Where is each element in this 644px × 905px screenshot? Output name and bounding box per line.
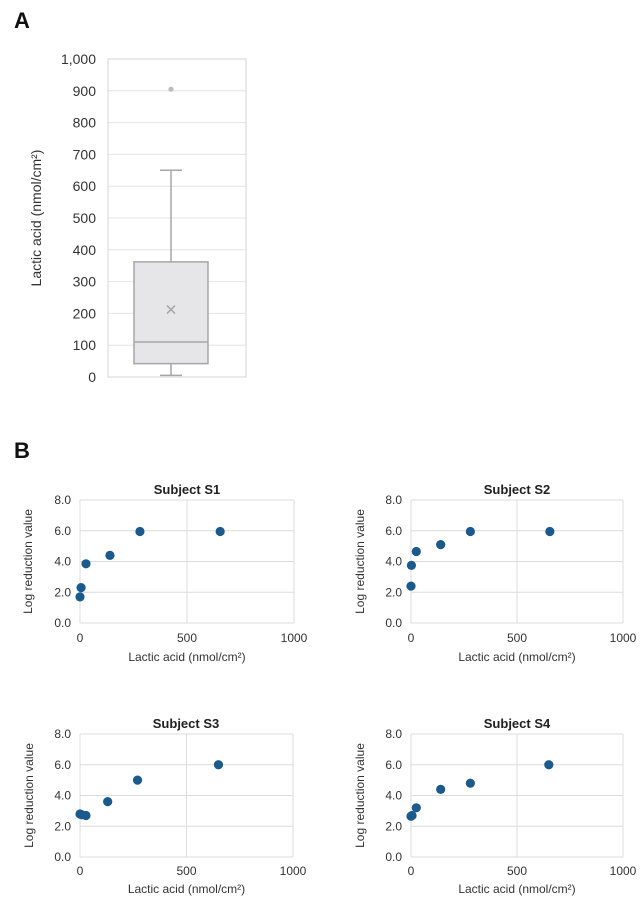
- iqr-box: [133, 261, 209, 365]
- x-tick-label: 500: [176, 864, 196, 878]
- y-tick-label: 6.0: [385, 524, 402, 538]
- x-axis-label: Lactic acid (nmol/cm²): [458, 882, 575, 896]
- y-tick-label: 4.0: [54, 555, 71, 569]
- data-point: [103, 797, 113, 807]
- y-tick-label: 200: [73, 305, 97, 321]
- y-tick-label: 4.0: [54, 789, 71, 803]
- y-tick-label: 600: [73, 178, 97, 194]
- chart-title: Subject S3: [153, 716, 219, 731]
- y-tick-label: 100: [73, 337, 97, 353]
- chart-title: Subject S1: [154, 482, 220, 497]
- data-point: [215, 526, 225, 537]
- y-tick-label: 900: [73, 83, 97, 99]
- data-point: [411, 546, 421, 557]
- x-tick-label: 1000: [281, 631, 308, 645]
- data-point: [81, 810, 91, 821]
- data-point: [213, 760, 224, 770]
- x-tick-label: 0: [77, 631, 84, 645]
- y-tick-label: 4.0: [385, 789, 402, 803]
- y-tick-label: 6.0: [54, 524, 71, 538]
- y-tick-label: 8.0: [385, 493, 402, 507]
- y-tick-label: 8.0: [54, 493, 71, 507]
- y-tick-label: 6.0: [385, 758, 402, 772]
- mean-marker: [166, 305, 176, 315]
- x-tick-label: 1000: [610, 631, 637, 645]
- x-axis-label: Lactic acid (nmol/cm²): [458, 650, 575, 664]
- y-tick-label: 8.0: [54, 727, 71, 741]
- y-tick-label: 700: [73, 146, 97, 162]
- y-tick-label: 8.0: [385, 727, 402, 741]
- data-point: [436, 784, 446, 794]
- data-point: [81, 559, 91, 569]
- data-point: [406, 581, 416, 591]
- data-point: [544, 760, 554, 770]
- x-axis-label: Lactic acid (nmol/cm²): [128, 882, 245, 896]
- y-tick-label: 500: [73, 210, 97, 226]
- data-point: [411, 803, 421, 813]
- x-tick-label: 500: [177, 631, 197, 645]
- x-tick-label: 0: [408, 864, 415, 878]
- y-axis-label: Log reduction value: [22, 743, 36, 848]
- data-point: [75, 592, 85, 602]
- data-point: [76, 583, 86, 593]
- x-tick-label: 500: [507, 864, 527, 878]
- y-tick-label: 0.0: [54, 616, 71, 630]
- y-tick-label: 2.0: [385, 585, 402, 599]
- data-point: [545, 526, 555, 537]
- outlier-point: [168, 86, 174, 92]
- data-point: [465, 778, 475, 788]
- data-point: [436, 539, 446, 550]
- x-axis-label: Lactic acid (nmol/cm²): [128, 650, 245, 664]
- y-tick-label: 4.0: [385, 555, 402, 569]
- data-point: [465, 526, 475, 537]
- x-tick-label: 500: [507, 631, 527, 645]
- y-tick-label: 0.0: [54, 850, 71, 864]
- data-point: [135, 526, 145, 537]
- y-tick-label: 2.0: [54, 819, 71, 833]
- y-axis-label: Log reduction value: [21, 509, 35, 614]
- y-axis-label: Lactic acid (nmol/cm²): [28, 150, 44, 287]
- y-tick-label: 300: [73, 274, 97, 290]
- y-tick-label: 0.0: [385, 616, 402, 630]
- x-tick-label: 0: [77, 864, 84, 878]
- y-tick-label: 0.0: [385, 850, 402, 864]
- panel-label-b: B: [14, 438, 30, 463]
- y-tick-label: 800: [73, 115, 97, 131]
- data-point: [407, 810, 417, 821]
- y-tick-label: 400: [73, 242, 97, 258]
- x-tick-label: 0: [408, 631, 415, 645]
- chart-title: Subject S2: [484, 482, 550, 497]
- y-tick-label: 2.0: [385, 819, 402, 833]
- y-axis-label: Log reduction value: [353, 509, 367, 614]
- chart-title: Subject S4: [484, 716, 551, 731]
- data-point: [105, 550, 115, 560]
- data-point: [132, 775, 143, 785]
- x-tick-label: 1000: [280, 864, 307, 878]
- y-axis-label: Log reduction value: [353, 743, 367, 848]
- x-tick-label: 1000: [610, 864, 637, 878]
- panel-label-a: A: [14, 8, 30, 33]
- y-tick-label: 2.0: [54, 585, 71, 599]
- data-point: [406, 560, 417, 570]
- y-tick-label: 1,000: [61, 51, 96, 67]
- y-tick-label: 6.0: [54, 758, 71, 772]
- plot-frame: [107, 58, 247, 378]
- y-tick-label: 0: [88, 369, 96, 385]
